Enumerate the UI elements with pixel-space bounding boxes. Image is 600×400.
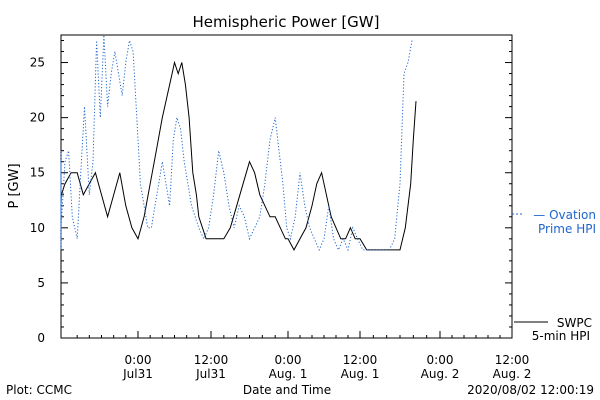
legend-swpc-line2: 5-min HPI [532, 329, 590, 343]
x-tick-label-date: Aug. 2 [421, 367, 460, 381]
x-tick-label-time: 0:00 [125, 353, 152, 367]
x-tick-label-time: 12:00 [495, 353, 530, 367]
legend-swpc: SWPC 5-min HPI [514, 316, 592, 343]
footer-plot-credit: Plot: CCMC [6, 383, 72, 397]
y-tick-label: 10 [30, 221, 45, 235]
x-tick-label-time: 0:00 [427, 353, 454, 367]
y-tick-label: 25 [30, 56, 45, 70]
y-axis-label: P [GW] [7, 163, 22, 208]
plot-frame [60, 34, 513, 339]
x-tick-label-time: 12:00 [194, 353, 229, 367]
legend-ovation-line2: Prime HPI [538, 222, 596, 236]
y-axis-ticks: 0 5 10 15 20 25 [30, 40, 512, 345]
y-tick-label: 5 [37, 276, 45, 290]
y-tick-label: 0 [37, 331, 45, 345]
x-tick-label-date: Aug. 1 [269, 367, 308, 381]
x-tick-label-time: 12:00 [343, 353, 378, 367]
legend-swpc-line1: SWPC [557, 316, 592, 330]
legend-ovation: — Ovation Prime HPI [512, 208, 596, 236]
legend-ovation-line1: — Ovation [533, 208, 596, 222]
series-layer [60, 34, 417, 252]
x-tick-label-date: Aug. 1 [341, 367, 380, 381]
y-tick-label: 20 [30, 111, 45, 125]
x-axis-label: Date and Time [243, 383, 331, 397]
chart-title: Hemispheric Power [GW] [193, 13, 380, 31]
footer-timestamp: 2020/08/02 12:00:19 [467, 383, 594, 397]
series-ovation-line [60, 34, 413, 252]
x-tick-label-date: Aug. 2 [493, 367, 532, 381]
series-swpc-line [60, 60, 417, 251]
x-tick-label-time: 0:00 [275, 353, 302, 367]
x-tick-label-date: Jul31 [122, 367, 153, 381]
x-tick-label-date: Jul31 [195, 367, 226, 381]
y-tick-label: 15 [30, 166, 45, 180]
